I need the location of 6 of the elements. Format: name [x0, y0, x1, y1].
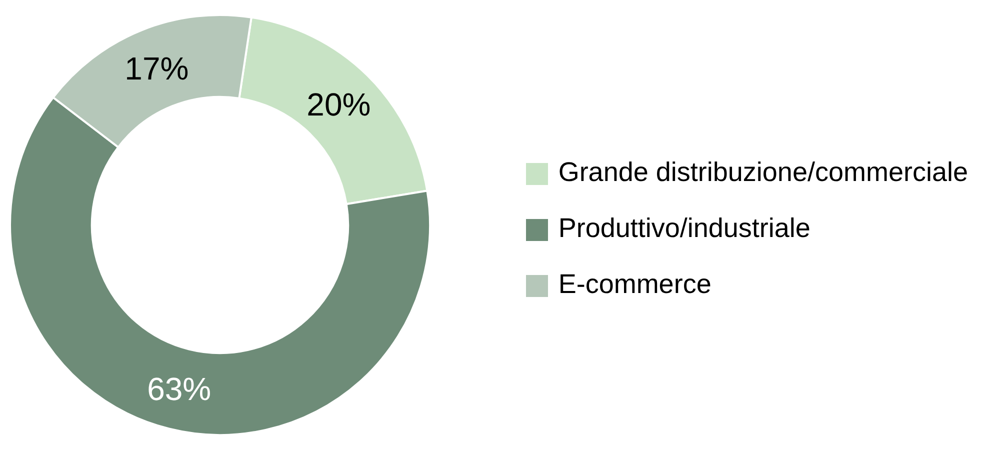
legend-label: Produttivo/industriale [558, 213, 810, 243]
data-label: 63% [147, 371, 212, 408]
data-label: 20% [306, 86, 371, 123]
legend-label: E-commerce [558, 269, 712, 299]
legend-label: Grande distribuzione/commerciale [558, 157, 968, 187]
data-label: 17% [124, 50, 189, 86]
